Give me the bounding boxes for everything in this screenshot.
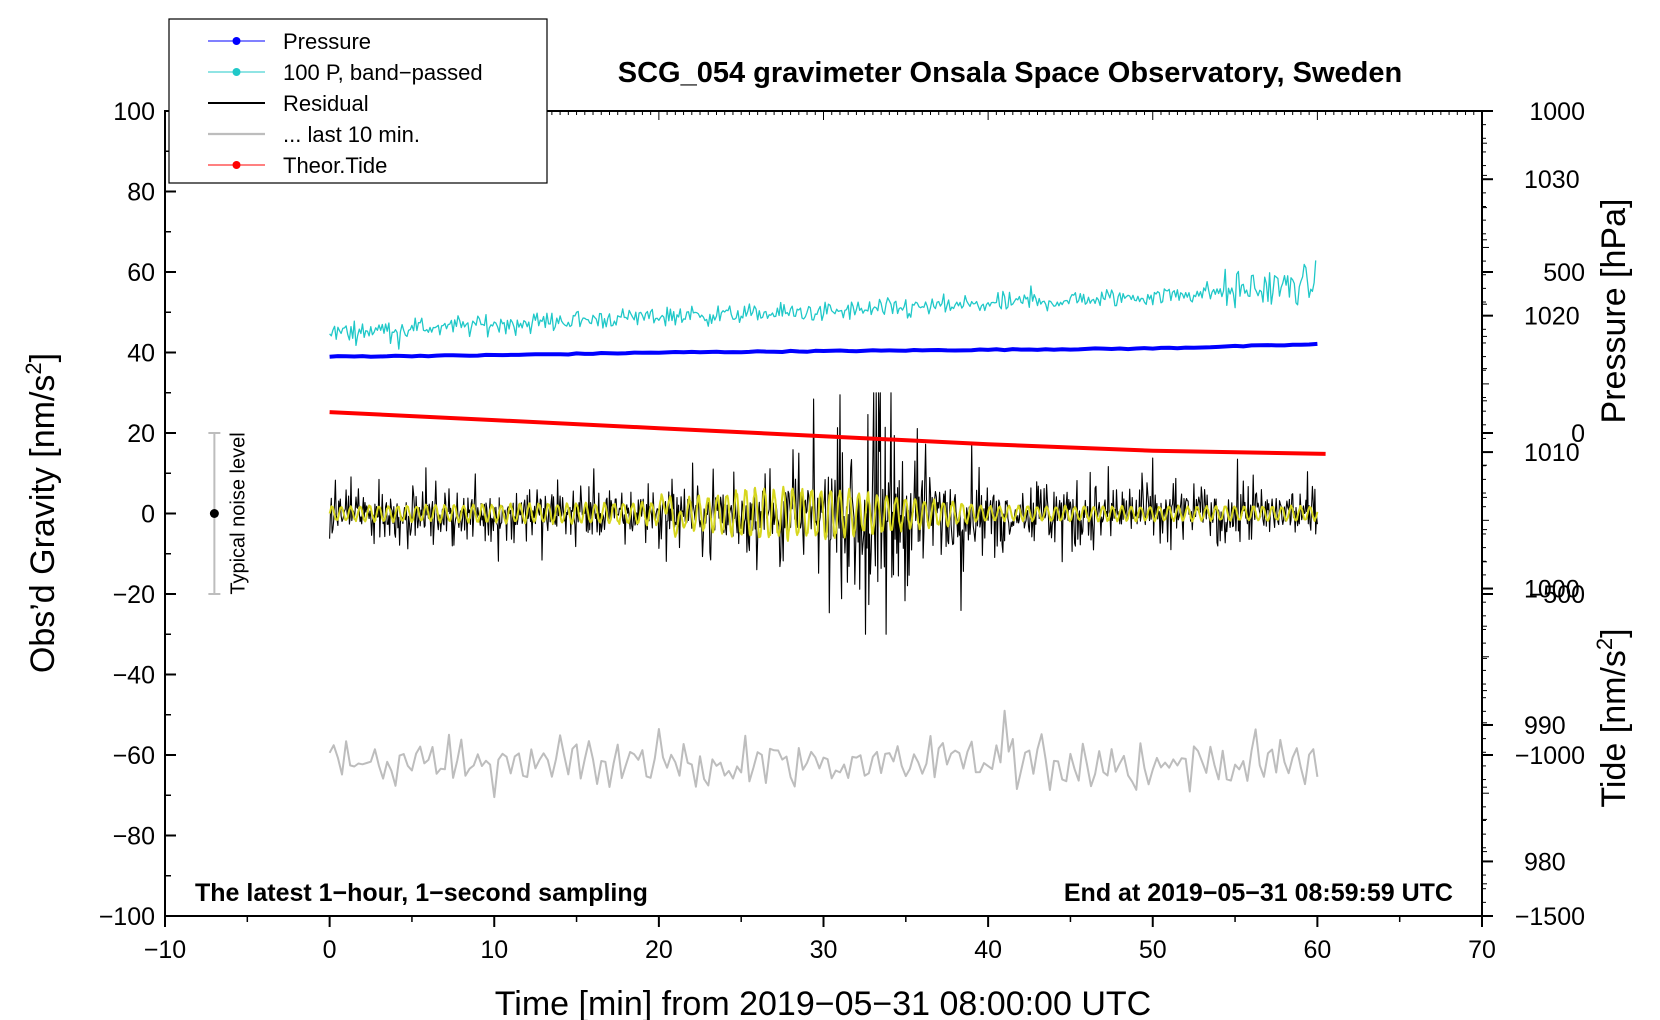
y-tick-label: 80 (127, 179, 155, 207)
x-axis-label: Time [min] from 2019−05−31 08:00:00 UTC (495, 985, 1151, 1020)
tide-tick-label: 0 (1571, 420, 1585, 448)
series-pressure (329, 341, 1318, 359)
legend-marker-1 (232, 68, 241, 76)
legend-marker-4 (232, 161, 241, 169)
x-tick-label: 0 (323, 936, 337, 964)
x-tick-label: 30 (810, 936, 838, 964)
legend-label-3: ... last 10 min. (283, 122, 420, 147)
pressure-tick-label: 980 (1524, 848, 1566, 876)
pressure-tick-label: 1000 (1524, 576, 1580, 604)
series-pressure-bandpassed (329, 260, 1317, 350)
x-tick-label: −10 (144, 936, 186, 964)
y-tick-label: −40 (113, 662, 155, 690)
x-tick-label: 40 (974, 936, 1002, 964)
legend-box (168, 18, 548, 184)
x-tick-label: 60 (1303, 936, 1331, 964)
y-tick-label: −100 (99, 903, 155, 931)
pressure-tick-label: 1020 (1524, 303, 1580, 331)
series-residual-filtered (328, 485, 1319, 542)
series-group (328, 260, 1326, 799)
y-tick-label: 20 (127, 420, 155, 448)
y-axis-label-pressure: Pressure [hPa] (1595, 199, 1633, 424)
x-tick-label: 20 (645, 936, 673, 964)
right-tide-axis: −1500 −1000 −500 0 500 1000 (1482, 98, 1585, 931)
series-last-10-min (328, 709, 1319, 799)
y-axis-label-tide: Tide [nm/s2] (1592, 628, 1633, 807)
y-tick-label: 60 (127, 259, 155, 287)
y-tick-label: −80 (113, 823, 155, 851)
pressure-tick-label: 1030 (1524, 166, 1580, 194)
y-axis-label-left: Obs’d Gravity [nm/s2] (21, 353, 62, 673)
y-tick-label: −60 (113, 742, 155, 770)
annotation-latest-hour: The latest 1−hour, 1−second sampling (195, 879, 648, 907)
tide-tick-label: 1000 (1529, 98, 1585, 126)
legend: Pressure 100 P, band−passed Residual ... la… (168, 18, 548, 184)
noise-bar-label: Typical noise level (227, 432, 249, 594)
tide-tick-label: 500 (1543, 259, 1585, 287)
legend-label-4: Theor.Tide (283, 153, 387, 178)
right-pressure-axis: 980 990 1000 1010 1020 1030 (1482, 110, 1580, 917)
x-tick-label: 50 (1139, 936, 1167, 964)
pressure-tick-label: 1010 (1524, 439, 1580, 467)
y-tick-label: 40 (127, 340, 155, 368)
legend-label-2: Residual (283, 91, 369, 116)
x-tick-label: 10 (480, 936, 508, 964)
tide-tick-label: −500 (1529, 581, 1585, 609)
y-tick-label: 0 (141, 501, 155, 529)
left-y-axis: −100 −80 −60 −40 −20 0 20 40 60 80 100 (99, 98, 176, 931)
pressure-tick-label: 990 (1524, 712, 1566, 740)
y-tick-label: −20 (113, 581, 155, 609)
annotation-end-time: End at 2019−05−31 08:59:59 UTC (1064, 879, 1453, 907)
legend-label-1: 100 P, band−passed (283, 60, 483, 85)
noise-bar-center-dot (209, 509, 219, 518)
tide-tick-label: −1500 (1515, 903, 1585, 931)
series-theor-tide (329, 410, 1326, 456)
chart-title: SCG_054 gravimeter Onsala Space Observat… (618, 57, 1402, 89)
noise-bar: Typical noise level (208, 432, 249, 595)
x-axis: −10 0 10 20 30 40 50 60 70 (144, 111, 1496, 964)
y-tick-label: 100 (113, 98, 155, 126)
tide-tick-label: −1000 (1515, 742, 1585, 770)
legend-label-0: Pressure (283, 29, 371, 54)
x-tick-label: 70 (1468, 936, 1496, 964)
legend-marker-0 (232, 37, 241, 45)
